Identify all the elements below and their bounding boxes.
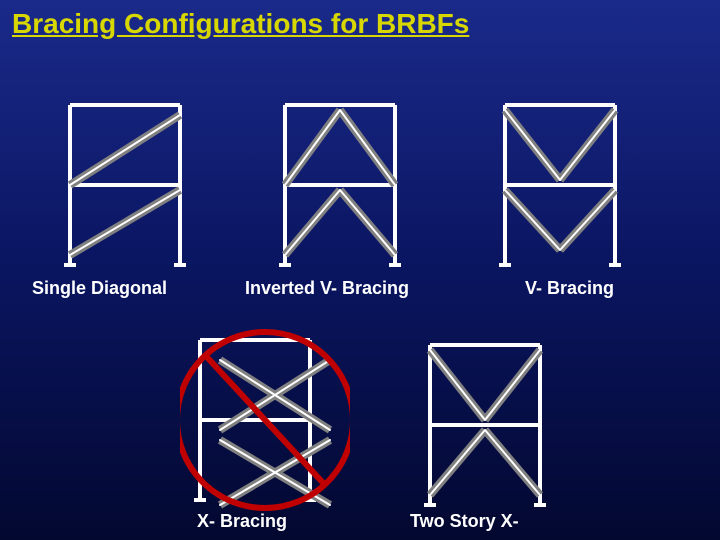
label-v-bracing: V- Bracing [525, 278, 614, 299]
diagram-single-diagonal [60, 95, 210, 275]
diagram-v-bracing [495, 95, 645, 275]
label-x-bracing: X- Bracing [197, 511, 287, 532]
label-single-diagonal: Single Diagonal [32, 278, 167, 299]
label-inverted-v: Inverted V- Bracing [245, 278, 409, 299]
diagram-two-story-x [420, 335, 570, 515]
diagram-inverted-v [275, 95, 425, 275]
diagram-x-bracing [180, 320, 350, 520]
page-title: Bracing Configurations for BRBFs [12, 8, 469, 40]
label-two-story-x: Two Story X- [410, 511, 519, 532]
